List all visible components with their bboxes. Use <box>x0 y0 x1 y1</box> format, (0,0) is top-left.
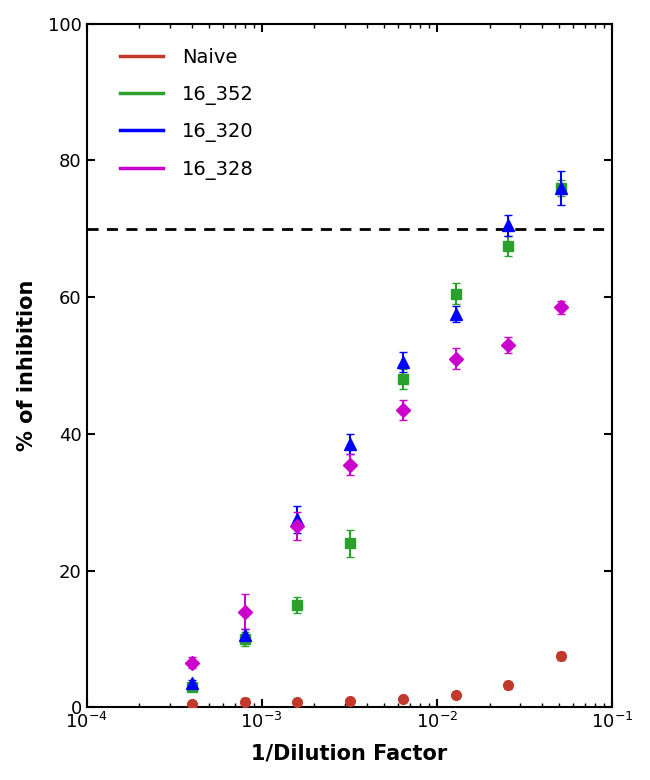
X-axis label: 1/Dilution Factor: 1/Dilution Factor <box>251 743 447 764</box>
Y-axis label: % of inhibition: % of inhibition <box>17 280 36 451</box>
Legend: Naive, 16_352, 16_320, 16_328: Naive, 16_352, 16_320, 16_328 <box>112 41 262 187</box>
